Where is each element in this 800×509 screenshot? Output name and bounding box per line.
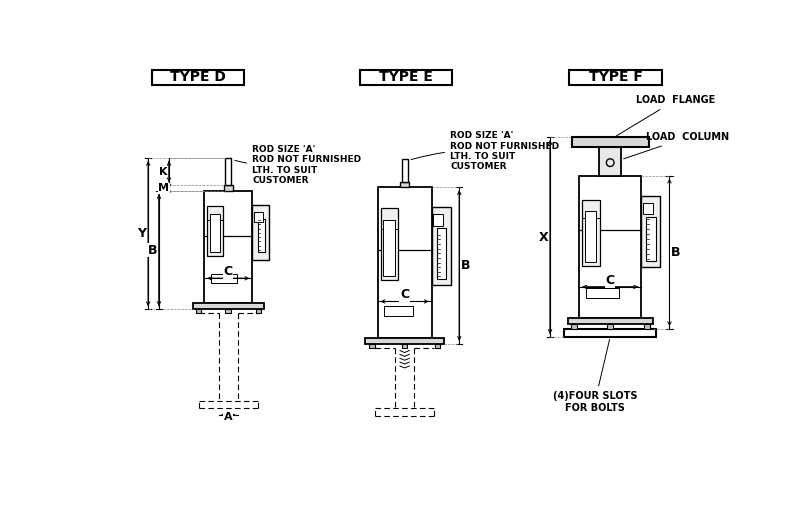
- Text: M: M: [158, 183, 169, 193]
- Bar: [207, 206, 223, 256]
- Bar: [369, 344, 374, 348]
- Text: LOAD  FLANGE: LOAD FLANGE: [617, 95, 715, 136]
- Text: (4)FOUR SLOTS
FOR BOLTS: (4)FOUR SLOTS FOR BOLTS: [553, 340, 637, 413]
- Bar: [607, 324, 614, 329]
- Bar: [381, 208, 398, 280]
- Bar: [402, 344, 407, 348]
- Text: TYPE D: TYPE D: [170, 70, 226, 84]
- Bar: [433, 214, 443, 227]
- Bar: [568, 318, 653, 324]
- Bar: [256, 309, 262, 313]
- Bar: [644, 324, 650, 329]
- Bar: [252, 205, 269, 261]
- Bar: [210, 274, 237, 283]
- Bar: [402, 159, 408, 182]
- Bar: [226, 158, 231, 185]
- Text: TYPE F: TYPE F: [589, 70, 642, 84]
- Bar: [586, 288, 619, 298]
- Text: B: B: [148, 244, 158, 257]
- Text: C: C: [400, 289, 409, 301]
- Bar: [642, 203, 653, 214]
- Bar: [366, 337, 444, 344]
- Bar: [210, 214, 220, 252]
- Bar: [437, 228, 446, 279]
- Text: K: K: [159, 166, 168, 177]
- Bar: [571, 324, 577, 329]
- Text: C: C: [224, 265, 233, 278]
- Bar: [205, 191, 252, 303]
- Bar: [224, 185, 233, 191]
- Bar: [258, 218, 266, 252]
- Text: ROD SIZE 'A'
ROD NOT FURNISHED
LTH. TO SUIT
CUSTOMER: ROD SIZE 'A' ROD NOT FURNISHED LTH. TO S…: [411, 131, 559, 172]
- Bar: [196, 309, 202, 313]
- Bar: [383, 220, 394, 276]
- Bar: [646, 217, 656, 261]
- Bar: [193, 303, 264, 309]
- Bar: [434, 344, 440, 348]
- Text: X: X: [539, 231, 549, 243]
- Bar: [384, 306, 414, 317]
- Bar: [570, 70, 662, 85]
- Text: ROD SIZE 'A'
ROD NOT FURNISHED
LTH. TO SUIT
CUSTOMER: ROD SIZE 'A' ROD NOT FURNISHED LTH. TO S…: [235, 145, 362, 185]
- Bar: [378, 187, 431, 337]
- Bar: [400, 182, 410, 187]
- Text: A: A: [224, 412, 233, 422]
- Bar: [579, 176, 641, 318]
- Bar: [564, 329, 656, 337]
- Bar: [254, 212, 263, 222]
- Bar: [152, 70, 245, 85]
- Bar: [641, 196, 660, 267]
- Bar: [360, 70, 452, 85]
- Bar: [582, 200, 600, 266]
- Bar: [599, 147, 621, 176]
- Bar: [585, 211, 596, 262]
- Text: Y: Y: [138, 227, 146, 240]
- Text: C: C: [606, 274, 614, 287]
- Text: B: B: [461, 259, 470, 272]
- Bar: [431, 207, 451, 285]
- Text: LOAD  COLUMN: LOAD COLUMN: [624, 132, 729, 159]
- Bar: [226, 309, 230, 313]
- Text: B: B: [671, 246, 680, 259]
- Bar: [572, 137, 649, 147]
- Text: TYPE E: TYPE E: [379, 70, 433, 84]
